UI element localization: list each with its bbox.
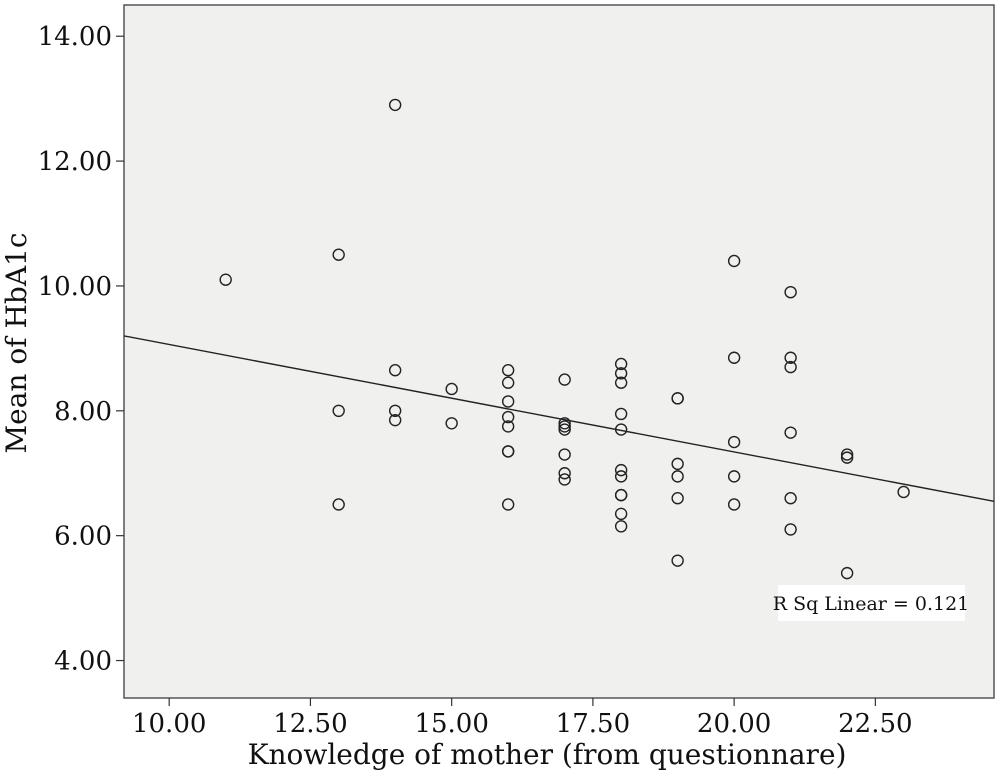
plot-area xyxy=(123,4,995,699)
data-point xyxy=(388,98,402,112)
data-point xyxy=(727,498,741,511)
data-point xyxy=(501,410,515,424)
data-point xyxy=(501,420,515,433)
data-point xyxy=(388,364,402,377)
data-point xyxy=(614,507,628,521)
data-point xyxy=(332,498,345,511)
regression-line xyxy=(123,335,995,503)
data-point xyxy=(614,520,628,533)
data-point xyxy=(558,417,571,430)
data-point xyxy=(332,404,345,418)
data-point xyxy=(671,457,684,471)
y-tick-label: 6.00 xyxy=(54,522,112,552)
data-point xyxy=(727,254,741,268)
data-point xyxy=(445,417,458,430)
x-tick-label: 17.50 xyxy=(556,709,630,739)
data-point xyxy=(219,273,232,286)
y-tick-label: 12.00 xyxy=(38,147,112,177)
data-point xyxy=(840,451,854,464)
fit-line-layer xyxy=(123,335,995,503)
data-point xyxy=(897,485,910,499)
y-axis: 4.00 6.00 8.00 10.00 12.00 14.00 xyxy=(38,22,124,677)
y-tick-label: 4.00 xyxy=(54,647,112,677)
data-point xyxy=(501,364,515,377)
data-point xyxy=(558,473,571,486)
data-point xyxy=(614,470,628,483)
data-point xyxy=(388,413,402,427)
data-point xyxy=(784,523,797,536)
annotation-background xyxy=(778,585,965,621)
data-point xyxy=(727,351,741,364)
data-point xyxy=(558,467,571,480)
data-points-layer xyxy=(219,98,910,580)
x-tick-label: 22.50 xyxy=(838,709,912,739)
data-point xyxy=(671,392,684,405)
data-point xyxy=(445,382,458,396)
data-point xyxy=(558,420,571,433)
data-point xyxy=(614,463,628,477)
y-axis-title: Mean of HbA1c xyxy=(0,232,33,453)
data-point xyxy=(784,285,797,299)
data-point xyxy=(558,448,571,461)
data-point xyxy=(614,423,628,436)
data-point xyxy=(614,488,628,502)
data-point xyxy=(501,395,515,408)
data-point xyxy=(558,373,571,386)
y-tick-label: 10.00 xyxy=(38,272,112,302)
x-axis-title: Knowledge of mother (from questionnare) xyxy=(248,738,847,771)
data-point xyxy=(614,367,628,380)
data-point xyxy=(501,376,515,389)
y-tick-label: 8.00 xyxy=(54,397,112,427)
data-point xyxy=(501,498,515,511)
data-point xyxy=(727,470,741,483)
data-point xyxy=(671,554,684,567)
data-point xyxy=(671,470,684,483)
data-point xyxy=(558,423,571,436)
data-point xyxy=(614,376,628,389)
x-axis: 10.00 12.50 15.00 17.50 20.00 22.50 xyxy=(132,698,913,739)
data-point xyxy=(840,448,854,461)
data-point xyxy=(671,492,684,505)
data-point xyxy=(388,404,402,418)
y-tick-label: 14.00 xyxy=(38,22,112,52)
data-point xyxy=(784,426,797,439)
data-point xyxy=(727,435,741,449)
data-point xyxy=(784,360,797,374)
data-point xyxy=(840,566,854,580)
data-point xyxy=(501,445,515,458)
x-tick-label: 15.00 xyxy=(414,709,488,739)
x-tick-label: 12.50 xyxy=(273,709,347,739)
x-tick-label: 10.00 xyxy=(132,709,206,739)
data-point xyxy=(784,351,797,364)
data-point xyxy=(614,357,628,371)
data-point xyxy=(614,407,628,421)
data-point xyxy=(784,492,797,505)
x-tick-label: 20.00 xyxy=(697,709,771,739)
r-squared-annotation: R Sq Linear = 0.121 xyxy=(773,585,970,621)
annotation-text: R Sq Linear = 0.121 xyxy=(773,593,970,615)
data-point xyxy=(332,248,345,261)
